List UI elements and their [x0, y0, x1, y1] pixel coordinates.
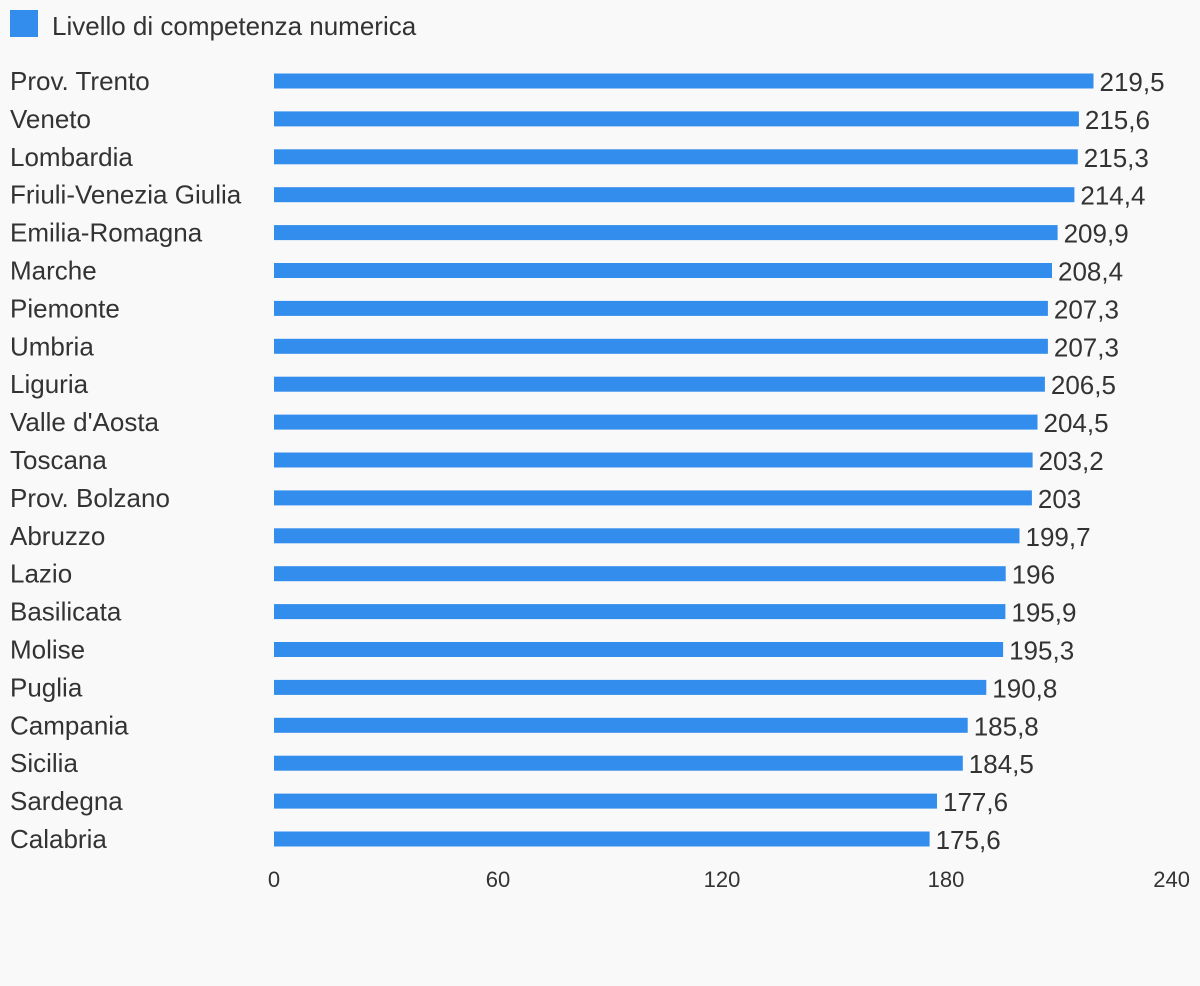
category-label: Puglia — [10, 672, 83, 702]
category-label: Abruzzo — [10, 521, 105, 551]
category-label: Liguria — [10, 369, 89, 399]
bar — [274, 831, 930, 847]
value-label: 209,9 — [1064, 219, 1129, 249]
category-labels-group: Prov. Trento Veneto Lombardia Friuli-Venezi… — [10, 66, 242, 854]
category-label: Umbria — [10, 331, 94, 361]
value-label: 185,8 — [974, 711, 1039, 741]
category-label: Piemonte — [10, 293, 120, 323]
category-label: Lazio — [10, 559, 72, 589]
x-tick-label: 60 — [486, 867, 510, 892]
bars-group — [274, 73, 1094, 847]
value-label: 207,3 — [1054, 332, 1119, 362]
legend-swatch — [10, 10, 38, 37]
bar — [274, 73, 1094, 89]
value-label: 215,6 — [1085, 105, 1150, 135]
value-labels-group: 219,5 215,6 215,3 214,4 209,9 208,4 207,3 207,3… — [936, 67, 1165, 855]
bar — [274, 604, 1006, 620]
x-tick-label: 120 — [704, 867, 741, 892]
value-label: 184,5 — [969, 749, 1034, 779]
x-tick-label: 0 — [268, 867, 280, 892]
bar — [274, 111, 1079, 127]
legend-label: Livello di competenza numerica — [52, 11, 417, 41]
value-label: 208,4 — [1058, 257, 1123, 287]
bar — [274, 490, 1032, 506]
value-label: 204,5 — [1044, 408, 1109, 438]
category-label: Basilicata — [10, 597, 122, 627]
bar — [274, 566, 1006, 582]
value-label: 195,9 — [1011, 598, 1076, 628]
value-label: 190,8 — [992, 673, 1057, 703]
category-label: Lombardia — [10, 142, 133, 172]
category-label: Molise — [10, 635, 85, 665]
bar — [274, 414, 1038, 430]
category-label: Sardegna — [10, 786, 123, 816]
value-label: 196 — [1012, 560, 1055, 590]
bar — [274, 452, 1033, 468]
bar — [274, 755, 963, 771]
value-label: 203,2 — [1039, 446, 1104, 476]
bar — [274, 679, 987, 695]
bar — [274, 300, 1048, 316]
x-axis: 0 60 120 180 240 — [268, 867, 1190, 892]
category-label: Prov. Trento — [10, 66, 150, 96]
category-label: Sicilia — [10, 748, 78, 778]
category-label: Emilia-Romagna — [10, 218, 203, 248]
bar — [274, 717, 968, 733]
value-label: 207,3 — [1054, 294, 1119, 324]
value-label: 214,4 — [1080, 181, 1145, 211]
value-label: 215,3 — [1084, 143, 1149, 173]
legend: Livello di competenza numerica — [10, 10, 417, 41]
category-label: Valle d'Aosta — [10, 407, 160, 437]
bar — [274, 225, 1058, 241]
category-label: Campania — [10, 710, 129, 740]
category-label: Friuli-Venezia Giulia — [10, 180, 242, 210]
category-label: Toscana — [10, 445, 107, 475]
bar — [274, 263, 1052, 278]
value-label: 206,5 — [1051, 370, 1116, 400]
category-label: Prov. Bolzano — [10, 483, 170, 513]
value-label: 177,6 — [943, 787, 1008, 817]
category-label: Marche — [10, 256, 97, 286]
category-label: Veneto — [10, 104, 91, 134]
value-label: 199,7 — [1026, 522, 1091, 552]
bar — [274, 376, 1045, 392]
bar — [274, 642, 1004, 657]
bar — [274, 793, 937, 809]
x-tick-label: 180 — [928, 867, 965, 892]
bar — [274, 187, 1075, 203]
bar — [274, 338, 1048, 354]
bar — [274, 149, 1078, 165]
x-tick-label: 240 — [1153, 867, 1190, 892]
value-label: 203 — [1038, 484, 1081, 514]
value-label: 175,6 — [936, 825, 1001, 855]
value-label: 195,3 — [1009, 636, 1074, 666]
value-label: 219,5 — [1100, 67, 1165, 97]
bar — [274, 528, 1020, 544]
category-label: Calabria — [10, 824, 107, 854]
